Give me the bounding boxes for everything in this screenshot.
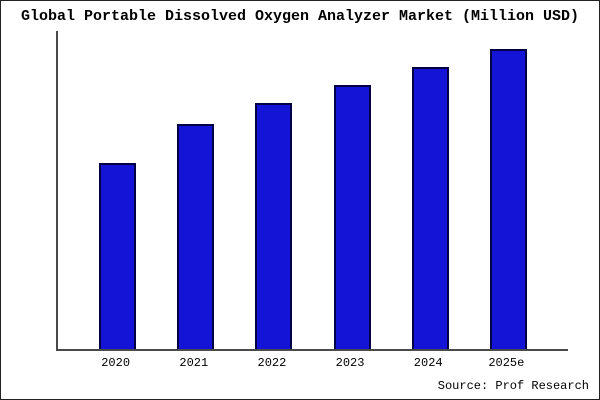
bar-2023 xyxy=(333,85,371,349)
x-tick-2024: 2024 xyxy=(413,356,443,370)
x-tick-2023: 2023 xyxy=(335,356,365,370)
bar-2022 xyxy=(255,103,293,349)
x-tick-2020: 2020 xyxy=(101,356,131,370)
chart-title: Global Portable Dissolved Oxygen Analyze… xyxy=(20,8,580,25)
bar-2024 xyxy=(411,67,449,349)
plot-area xyxy=(56,31,568,351)
bar-2021 xyxy=(177,124,215,349)
x-tick-2021: 2021 xyxy=(179,356,209,370)
bar-2025e xyxy=(489,49,527,349)
source-credit: Source: Prof Research xyxy=(437,379,589,393)
x-axis-tick-row: 2020 2021 2022 2023 2024 2025e xyxy=(56,356,566,370)
bar-2020 xyxy=(99,163,137,349)
x-tick-2022: 2022 xyxy=(257,356,287,370)
x-tick-2025e: 2025e xyxy=(488,356,525,370)
